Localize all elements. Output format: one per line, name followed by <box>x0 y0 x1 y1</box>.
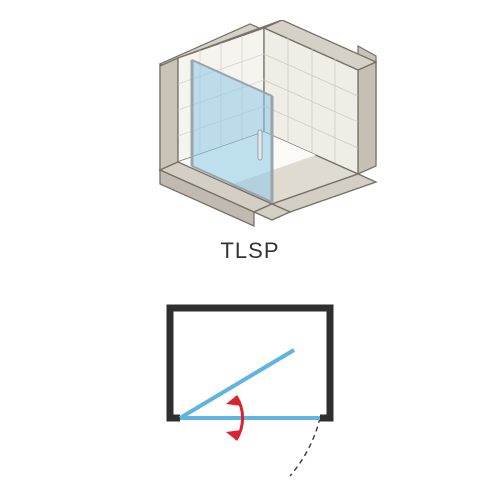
product-label: TLSP <box>220 238 279 264</box>
isometric-svg <box>120 20 380 230</box>
plan-view <box>140 288 360 478</box>
isometric-view <box>120 20 380 230</box>
plan-svg <box>140 288 360 478</box>
